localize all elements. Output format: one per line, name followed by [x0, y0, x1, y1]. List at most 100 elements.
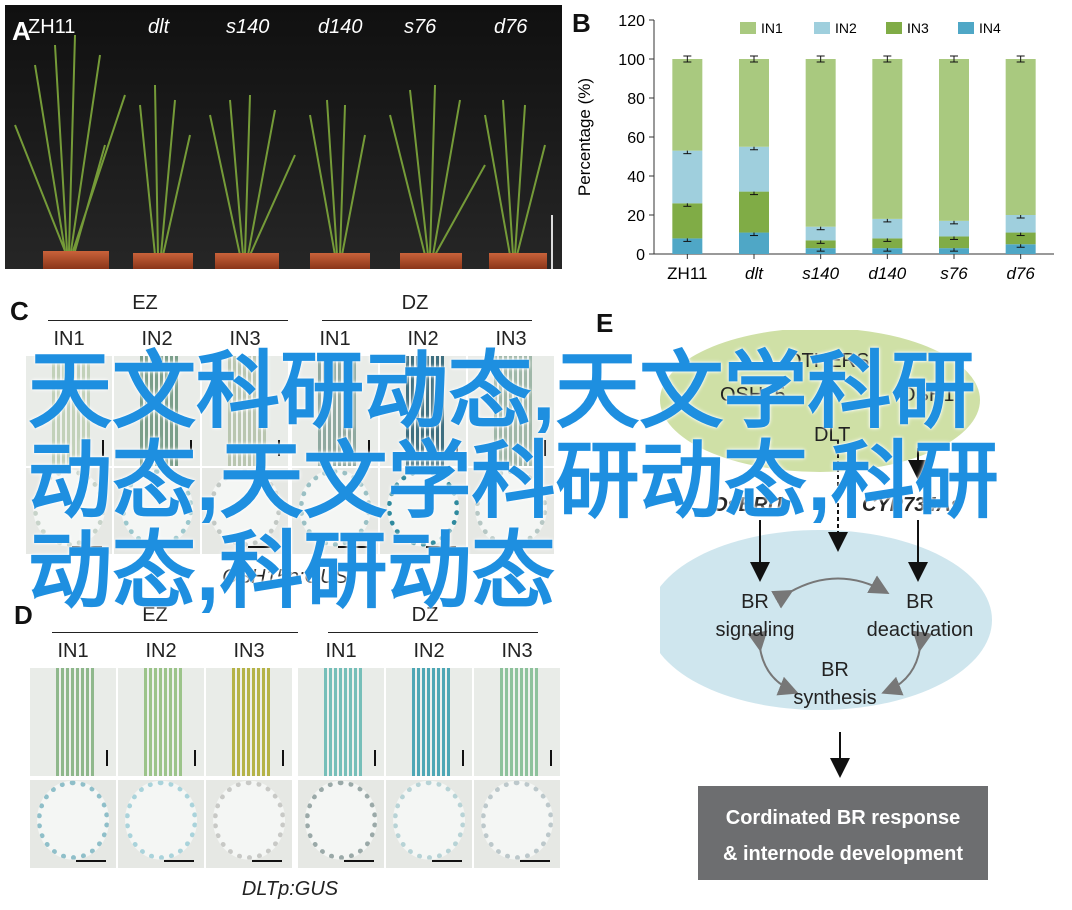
legend-label-IN1: IN1 [761, 20, 783, 36]
d-cross-section-5 [474, 780, 560, 868]
bar-IN2-s76 [939, 220, 969, 237]
d-cross-scale-bar-5 [519, 860, 550, 862]
d-cross-section-1 [118, 780, 204, 868]
br-signaling-line2: signaling [715, 619, 795, 641]
d-scale-bar-5 [550, 750, 552, 766]
bar-IN3-s76 [939, 236, 969, 249]
c-column-label-0: IN1 [53, 328, 85, 350]
legend-swatch-IN2 [814, 22, 830, 34]
d-column-label-1: IN2 [145, 640, 177, 662]
bar-IN4-d76 [1005, 244, 1036, 254]
bar-IN1-s76 [939, 59, 969, 221]
panel-c-group-ez-line [48, 320, 288, 321]
result-line1: Cordinated BR response [725, 807, 961, 829]
bar-IN1-ZH11 [672, 59, 703, 151]
bar-IN3-ZH11 [672, 203, 703, 239]
d-cross-scale-bar-0 [75, 860, 106, 862]
c-column-label-5: IN3 [495, 328, 527, 350]
br-pathway-diagram [660, 330, 992, 880]
d-stem-strip-2 [231, 668, 271, 776]
y-tick-label-4: 80 [627, 91, 645, 108]
br-synthesis-node: BR synthesis [770, 656, 900, 712]
c-ring-0 [33, 469, 105, 547]
legend-swatch-IN3 [886, 22, 902, 34]
c-cross-scale-bar-3 [337, 546, 368, 548]
c-longitudinal-section-4 [380, 356, 466, 466]
d-cross-section-0 [30, 780, 116, 868]
c-cross-section-3 [292, 468, 378, 554]
d-cross-scale-bar-4 [431, 860, 462, 862]
c-ring-1 [121, 469, 193, 547]
d-ring-4 [393, 781, 465, 860]
c-ring-5 [475, 469, 547, 547]
panel-a-label-4: s76 [404, 16, 437, 38]
panel-d-group-ez-line [52, 632, 298, 633]
legend-label-IN4: IN4 [979, 20, 1001, 36]
legend-label-IN3: IN3 [907, 20, 929, 36]
dlt-label: DLT [814, 424, 851, 446]
x-tick-label-d76: d76 [1006, 264, 1035, 283]
bar-IN4-dlt [739, 232, 769, 254]
c-cross-scale-bar-2 [247, 546, 278, 548]
bar-IN2-ZH11 [672, 150, 703, 204]
panel-a-label-5: d76 [494, 16, 528, 38]
panel-c-group-dz-line [322, 320, 532, 321]
panel-a-label-1: dlt [148, 16, 170, 38]
panel-a-photo [5, 5, 562, 269]
y-tick-label-2: 40 [627, 169, 645, 186]
c-ring-3 [299, 469, 371, 547]
d-scale-bar-0 [106, 750, 108, 766]
bar-IN2-d140 [872, 218, 903, 239]
d-longitudinal-section-5 [474, 668, 560, 776]
result-box [698, 786, 988, 880]
panel-c-caption: OSH15p:GUS [222, 566, 348, 588]
d-ring-5 [481, 781, 553, 860]
panel-c-letter: C [10, 296, 29, 326]
c-cross-section-0 [26, 468, 112, 554]
br-deactivation-node: BR deactivation [850, 588, 990, 644]
d-cross-scale-bar-2 [251, 860, 282, 862]
d-cross-scale-bar-3 [343, 860, 374, 862]
c-stem-strip-0 [51, 356, 91, 466]
d-scale-bar-3 [374, 750, 376, 766]
c-cross-section-2 [202, 468, 288, 554]
others-label: OTHERS [786, 350, 870, 372]
d-ring-2 [213, 781, 285, 860]
cyp734as-label: CYP734As [862, 494, 963, 516]
c-stem-strip-5 [493, 356, 533, 466]
legend-swatch-IN4 [958, 22, 974, 34]
d-stem-strip-5 [499, 668, 539, 776]
d-column-label-4: IN2 [413, 640, 445, 662]
panel-a-label-2: s140 [226, 16, 270, 38]
br-synthesis-line2: synthesis [793, 687, 877, 709]
c-ring-2 [209, 469, 281, 547]
y-tick-label-0: 0 [636, 247, 645, 264]
panel-c-group-dz: DZ [401, 292, 429, 314]
c-longitudinal-section-2 [202, 356, 288, 466]
c-stem-strip-4 [405, 356, 445, 466]
y-tick-label-1: 20 [627, 208, 645, 225]
c-scale-bar-4 [456, 440, 458, 456]
d-column-label-3: IN1 [325, 640, 357, 662]
c-column-label-2: IN3 [229, 328, 261, 350]
d-cross-section-2 [206, 780, 292, 868]
panel-c-group-ez: EZ [132, 292, 158, 314]
br-synthesis-line1: BR [821, 659, 849, 681]
osbri1-label: OsBRI1 [712, 494, 785, 516]
d-stem-strip-3 [323, 668, 363, 776]
c-cross-section-5 [468, 468, 554, 554]
d-longitudinal-section-0 [30, 668, 116, 776]
bar-IN1-dlt [739, 59, 769, 147]
bar-IN2-dlt [739, 146, 769, 192]
d-scale-bar-2 [282, 750, 284, 766]
c-ring-4 [387, 469, 459, 547]
c-scale-bar-5 [544, 440, 546, 456]
bar-IN1-d140 [872, 59, 903, 219]
bar-IN4-ZH11 [672, 238, 703, 254]
bar-IN2-d76 [1005, 215, 1036, 233]
br-deactivation-line2: deactivation [866, 619, 974, 641]
osh15-label: OSH15 [720, 384, 786, 406]
d-scale-bar-1 [194, 750, 196, 766]
d-stem-strip-1 [143, 668, 183, 776]
d-column-label-5: IN3 [501, 640, 533, 662]
